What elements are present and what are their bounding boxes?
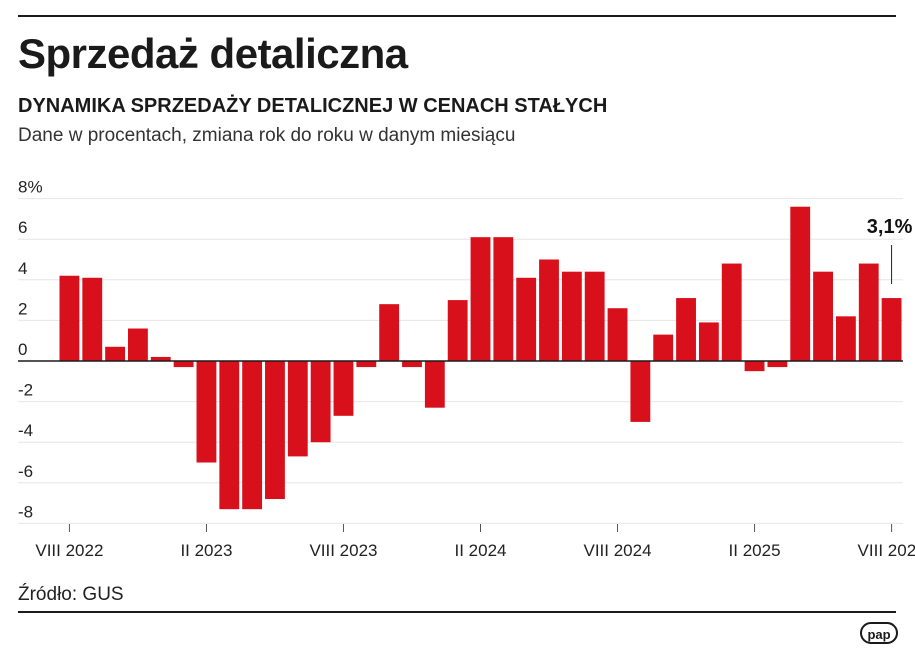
y-tick-label: 2 [18,299,27,318]
y-tick-label: -4 [18,421,33,440]
x-tick-label: VIII 2022 [35,541,103,560]
bar [790,206,811,361]
bar [105,346,126,361]
bar [402,361,422,368]
bar [424,361,445,408]
pap-logo: pap [860,622,898,644]
bar [721,263,742,361]
bar [242,361,263,510]
y-tick-label: -8 [18,502,33,521]
y-tick-label: 8% [18,178,43,197]
bar [265,361,285,500]
bar [447,300,468,361]
bar [516,277,537,361]
bar [744,361,765,372]
y-tick-label: -2 [18,381,33,400]
bar [676,298,696,361]
chart-subtitle: DYNAMIKA SPRZEDAŻY DETALICZNEJ W CENACH … [18,95,608,117]
bar [813,271,833,361]
bar [881,298,902,361]
bar [333,361,354,416]
bar [356,361,377,368]
source-note: Źródło: GUS [18,584,124,605]
bar [630,361,651,422]
bar [310,361,331,443]
y-tick-label: 0 [18,340,27,359]
bar [150,356,171,361]
bar [82,277,103,361]
top-rule [18,15,896,17]
bar [561,271,582,361]
x-tick-label: VIII 2024 [583,541,651,560]
x-tick-label: VIII 2023 [309,541,377,560]
bar [767,361,788,368]
bar [59,275,80,361]
y-tick-label: 6 [18,218,27,237]
bar [698,322,719,361]
bar [835,316,856,361]
x-tick-label: II 2025 [729,541,781,560]
bar [470,237,491,361]
bar [379,304,400,361]
bar [128,328,148,361]
bar [858,263,879,361]
bar [173,361,194,368]
bar [219,361,240,510]
bottom-rule [18,611,896,613]
bar [287,361,308,457]
x-tick-label: II 2024 [455,541,507,560]
y-tick-label: 4 [18,259,27,278]
x-tick-label: II 2023 [180,541,232,560]
bar [607,308,628,361]
bar [539,259,559,361]
chart-title: Sprzedaż detaliczna [18,30,408,77]
chart-note: Dane w procentach, zmiana rok do roku w … [18,125,516,146]
bar [584,271,605,361]
bar [653,334,674,361]
bar [196,361,217,463]
bar-chart: 8% 6 4 2 0 -2 -4 -6 -8 VIII 2022 II 2023 VIII 2023 I… [18,178,915,560]
bar [493,237,514,361]
y-tick-label: -6 [18,462,33,481]
annotation-label: 3,1% [867,216,913,238]
x-tick-label: VIII 2025 [858,541,915,560]
